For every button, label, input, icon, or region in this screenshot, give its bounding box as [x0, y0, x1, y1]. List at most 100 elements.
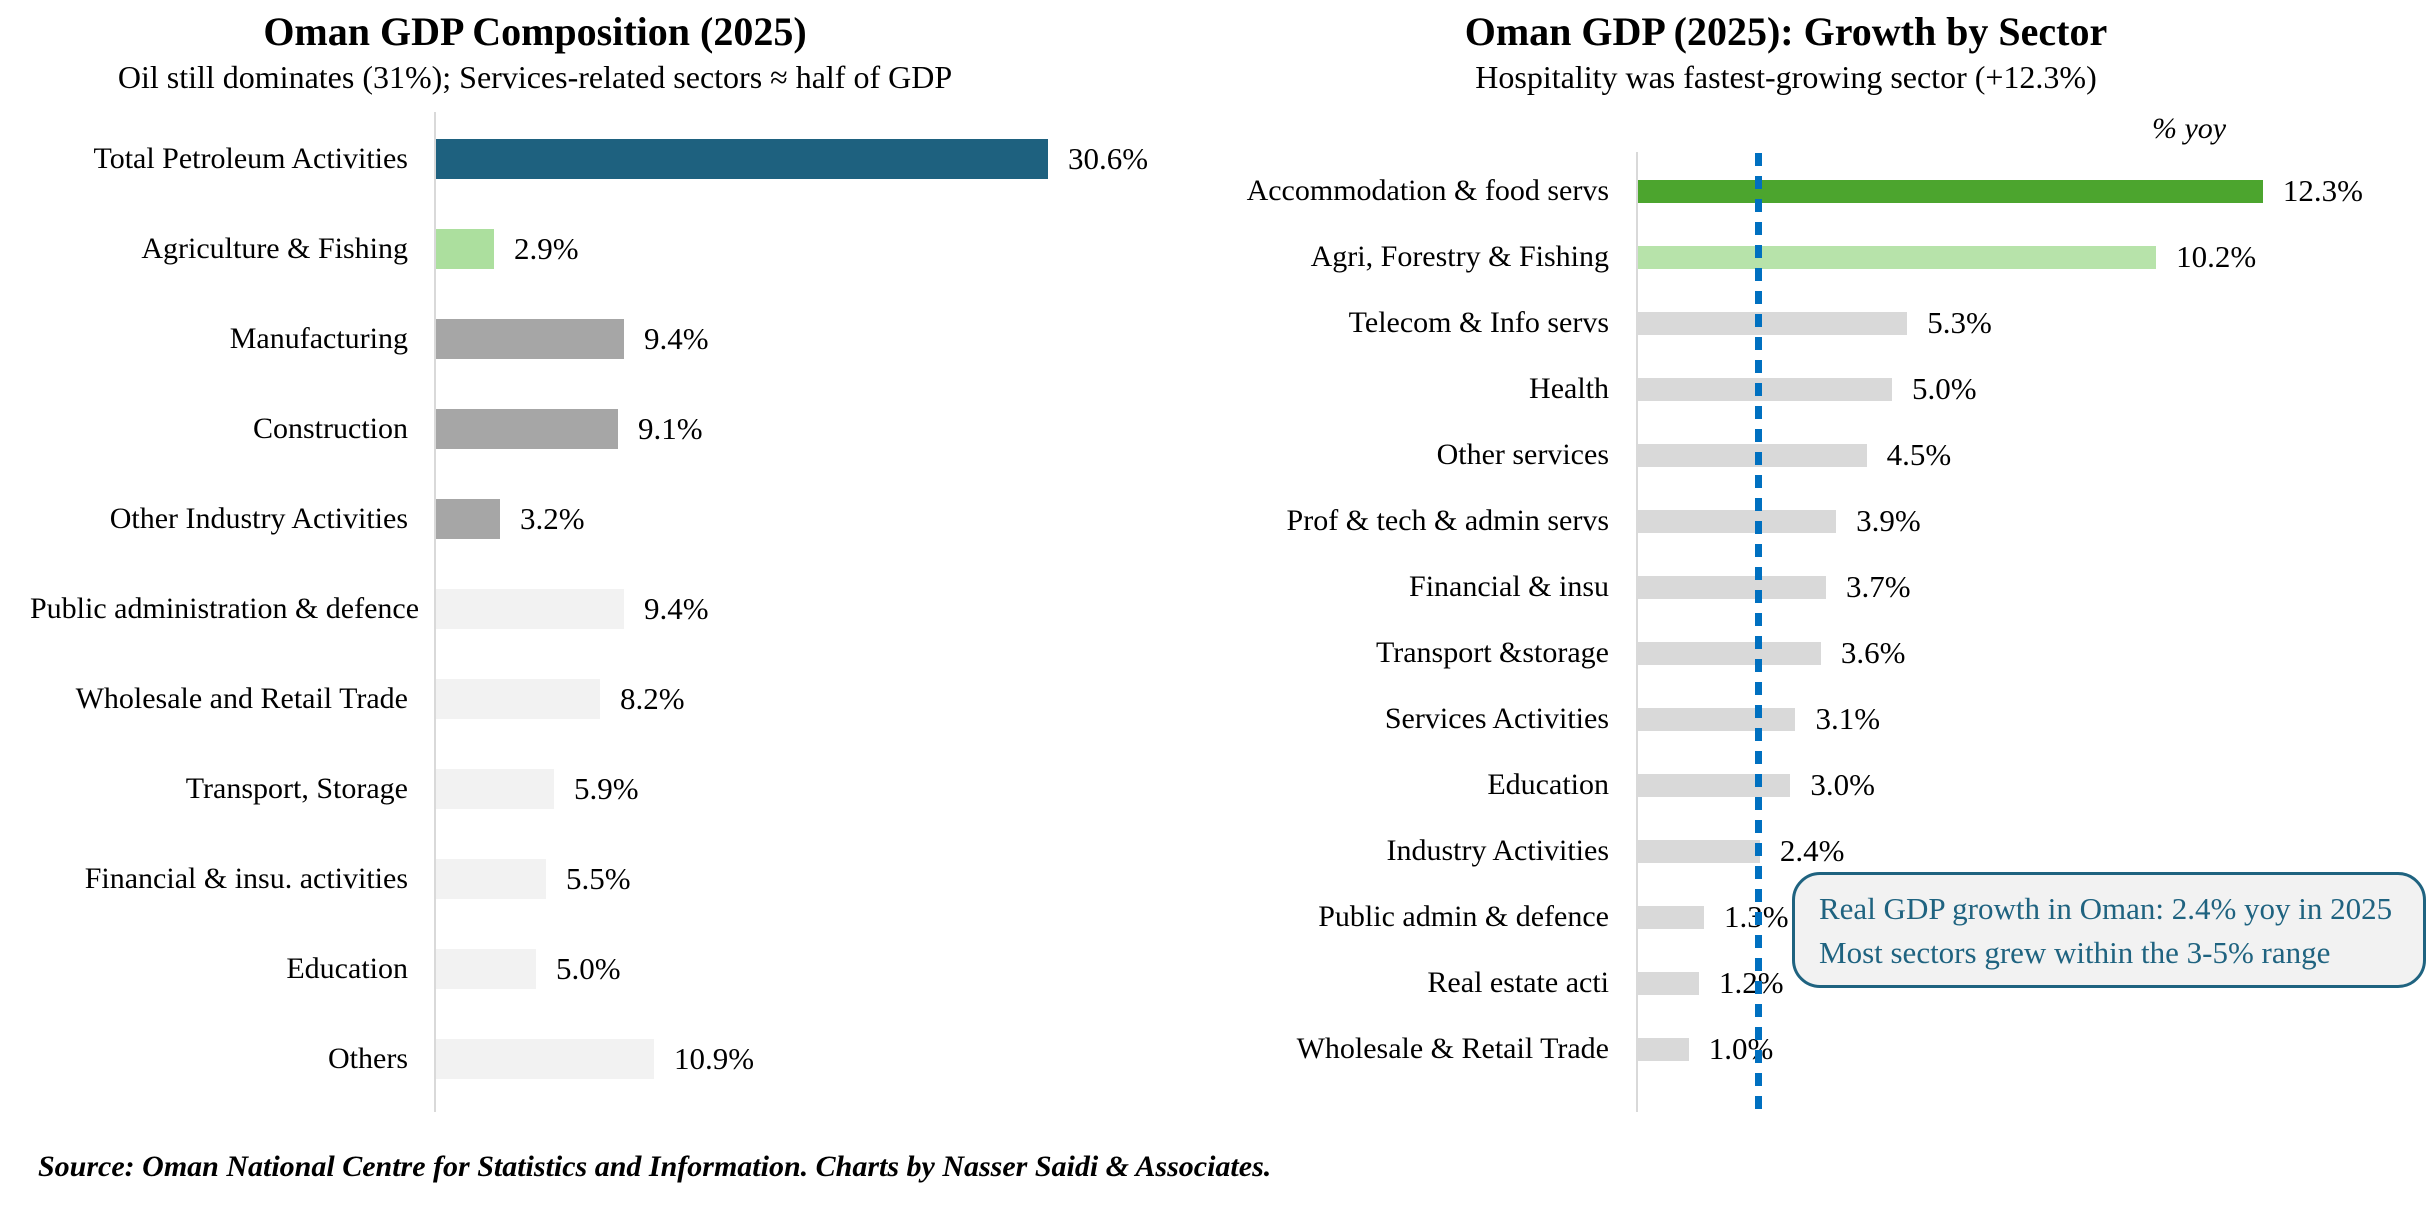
- category-label: Services Activities: [1384, 702, 1609, 735]
- bar-row: Wholesale and Retail Trade 8.2%: [30, 654, 1206, 744]
- bar-row: Wholesale & Retail Trade 1.0%: [1216, 1016, 2432, 1082]
- category-label: Health: [1529, 372, 1609, 405]
- axis-unit-label: % yoy: [2152, 112, 2227, 145]
- category-label: Wholesale and Retail Trade: [75, 682, 408, 715]
- category-label: Manufacturing: [229, 322, 408, 355]
- annotation-line-2: Most sectors grew within the 3-5% range: [1819, 935, 2331, 970]
- bar-cell: 5.5%: [434, 834, 1206, 924]
- bar-cell: 2.9%: [434, 204, 1206, 294]
- bar: [436, 859, 546, 899]
- source-note: Source: Oman National Centre for Statist…: [38, 1150, 1272, 1183]
- bar: [1638, 443, 1867, 467]
- bar: [1638, 575, 1826, 599]
- bar: [1638, 179, 2263, 203]
- bar: [1638, 311, 1908, 335]
- bar-cell: 9.4%: [434, 564, 1206, 654]
- bar: [436, 499, 500, 539]
- value-label: 5.0%: [1912, 371, 1977, 406]
- bar-cell: 3.9%: [1636, 488, 2432, 554]
- bar-cell: 5.3%: [1636, 290, 2432, 356]
- value-label: 5.0%: [556, 951, 621, 986]
- bar-row: Public administration & defence 9.4%: [30, 564, 1206, 654]
- value-label: 4.5%: [1886, 437, 1952, 472]
- bar-row: Financial & insu 3.7%: [1216, 554, 2432, 620]
- bar-row: Construction 9.1%: [30, 384, 1206, 474]
- bar: [436, 229, 494, 269]
- gdp-growth-chart: Oman GDP (2025): Growth by Sector Hospit…: [1216, 8, 2432, 1118]
- bar-cell: 1.2%: [1636, 950, 2432, 1016]
- bar-cell: 9.4%: [434, 294, 1206, 384]
- category-label: Public admin & defence: [1318, 900, 1609, 933]
- bar-row: Education 3.0%: [1216, 752, 2432, 818]
- bar-row: Financial & insu. activities 5.5%: [30, 834, 1206, 924]
- value-label: 3.1%: [1815, 701, 1881, 736]
- chart-header: Oman GDP (2025): Growth by Sector Hospit…: [1216, 8, 2356, 98]
- value-label: 1.2%: [1718, 965, 1784, 1000]
- bar: [436, 409, 618, 449]
- bar-cell: 30.6%: [434, 114, 1206, 204]
- category-label: Transport &storage: [1375, 636, 1609, 669]
- value-label: 5.3%: [1927, 305, 1992, 340]
- value-label: 10.2%: [2176, 239, 2257, 274]
- category-label: Wholesale & Retail Trade: [1296, 1032, 1609, 1065]
- category-label: Agri, Forestry & Fishing: [1310, 240, 1609, 273]
- bar: [436, 949, 536, 989]
- category-label: Construction: [253, 412, 408, 445]
- category-label: Other Industry Activities: [109, 502, 408, 535]
- bar-row: Real estate acti 1.2%: [1216, 950, 2432, 1016]
- value-label: 3.9%: [1856, 503, 1921, 538]
- category-label: Education: [286, 952, 408, 985]
- value-label: 9.1%: [638, 411, 703, 446]
- bar-row: Agriculture & Fishing 2.9%: [30, 204, 1206, 294]
- bar-row: Others 10.9%: [30, 1014, 1206, 1104]
- bar-cell: 5.0%: [434, 924, 1206, 1014]
- bar-cell: 4.5%: [1636, 422, 2432, 488]
- bar-row: Health 5.0%: [1216, 356, 2432, 422]
- bar-row: Transport, Storage 5.9%: [30, 744, 1206, 834]
- bar-cell: 1.0%: [1636, 1016, 2432, 1082]
- bar: [436, 319, 624, 359]
- value-label: 9.4%: [644, 321, 709, 356]
- category-label: Education: [1487, 768, 1609, 801]
- bar-row: Total Petroleum Activities 30.6%: [30, 114, 1206, 204]
- bar-row: Other services 4.5%: [1216, 422, 2432, 488]
- reference-line-dotted: [1754, 153, 1762, 1111]
- bar-cell: 9.1%: [434, 384, 1206, 474]
- value-label: 2.9%: [514, 231, 579, 266]
- value-label: 3.2%: [520, 501, 585, 536]
- gdp-composition-chart: Oman GDP Composition (2025) Oil still do…: [30, 8, 1206, 1118]
- bar: [1638, 1037, 1689, 1061]
- chart-title: Oman GDP (2025): Growth by Sector: [1464, 9, 2108, 54]
- category-label: Financial & insu: [1409, 570, 1609, 603]
- bar-row: Manufacturing 9.4%: [30, 294, 1206, 384]
- value-label: 3.7%: [1845, 569, 1911, 604]
- bar-row: Services Activities 3.1%: [1216, 686, 2432, 752]
- bar: [436, 1039, 654, 1079]
- value-label: 8.2%: [620, 681, 685, 716]
- bar-cell: 2.4%: [1636, 818, 2432, 884]
- bar-row: Other Industry Activities 3.2%: [30, 474, 1206, 564]
- bar: [1638, 377, 1892, 401]
- value-label: 5.5%: [566, 861, 631, 896]
- bar-cell: 3.6%: [1636, 620, 2432, 686]
- bar: [1638, 971, 1699, 995]
- bar-rows: Accommodation & food servs 12.3% Agri, For…: [1216, 158, 2432, 1082]
- bar-cell: 5.0%: [1636, 356, 2432, 422]
- bar-row: Accommodation & food servs 12.3%: [1216, 158, 2432, 224]
- bar: [436, 769, 554, 809]
- chart-subtitle: Hospitality was fastest-growing sector (…: [1475, 59, 2097, 95]
- bar-cell: 3.0%: [1636, 752, 2432, 818]
- category-label: Public administration & defence: [30, 592, 420, 625]
- value-label: 2.4%: [1779, 833, 1845, 868]
- value-label: 10.9%: [674, 1041, 755, 1076]
- category-label: Other services: [1436, 438, 1609, 471]
- bar-row: Telecom & Info servs 5.3%: [1216, 290, 2432, 356]
- value-label: 5.9%: [574, 771, 639, 806]
- y-axis-line: [1636, 152, 1638, 1112]
- category-label: Prof & tech & admin servs: [1286, 504, 1609, 537]
- bar-cell: 3.7%: [1636, 554, 2432, 620]
- bar-row: Transport &storage 3.6%: [1216, 620, 2432, 686]
- category-label: Agriculture & Fishing: [141, 232, 408, 265]
- category-label: Industry Activities: [1386, 834, 1609, 867]
